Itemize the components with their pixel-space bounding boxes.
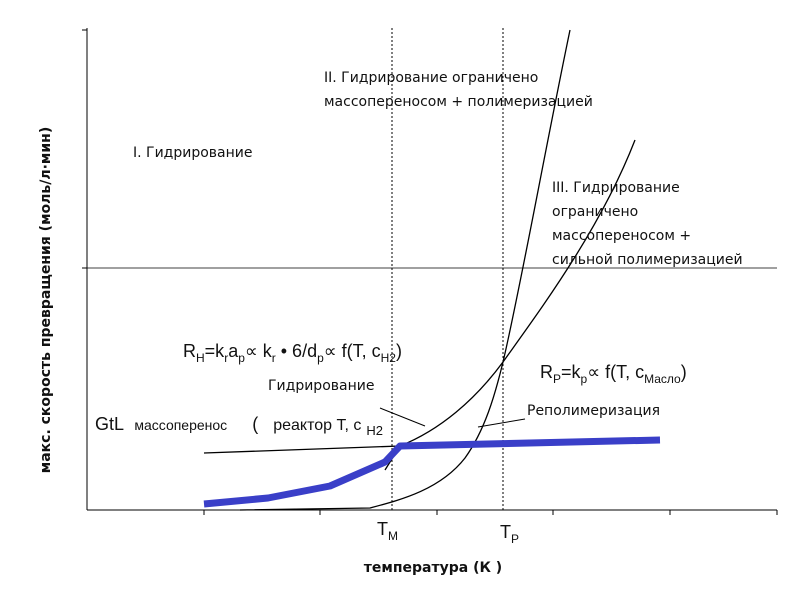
subscript: H [196, 351, 205, 365]
text: T [500, 522, 511, 542]
subscript: p [317, 351, 324, 365]
subscript: P [511, 532, 519, 546]
subscript: P [553, 372, 561, 386]
poly-curve [239, 29, 571, 511]
region-label: III. Гидрирование [552, 180, 680, 196]
text: R [183, 341, 196, 361]
subscript: H2 [381, 351, 397, 365]
region-label: II. Гидрирование ограничено [324, 70, 538, 86]
text: a [228, 341, 239, 361]
tick-tp: TP [500, 522, 519, 546]
text: =k [205, 341, 226, 361]
text: ∝ f(T, c [587, 362, 644, 382]
tick-tm: TM [377, 519, 398, 543]
region-label: массопереносом + полимеризацией [324, 94, 593, 110]
pointer [379, 407, 426, 427]
pointer [477, 418, 526, 428]
subscript: r [272, 351, 276, 365]
text: =k [561, 362, 582, 382]
text: ( [252, 414, 258, 434]
total-rate [203, 436, 661, 508]
text: массоперенос [134, 417, 227, 433]
text: ) [681, 362, 687, 382]
subscript: r [224, 351, 228, 365]
subscript: p [581, 372, 588, 386]
x-axis-label: температура (К ) [364, 560, 502, 576]
subscript: p [238, 351, 245, 365]
text: • 6/d [276, 341, 317, 361]
region-label: I. Гидрирование [133, 145, 252, 161]
axes [82, 28, 778, 515]
gtl-line [203, 445, 401, 454]
text: ) [396, 341, 402, 361]
text: ∝ k [245, 341, 273, 361]
text: реактор T, c [273, 417, 361, 434]
text: GtL [95, 414, 124, 434]
subscript: Масло [644, 372, 681, 386]
curve-label: Реполимеризация [527, 403, 660, 419]
text: T [377, 519, 388, 539]
formula-p: RP=kp∝ f(T, cМасло) [540, 362, 687, 386]
region-label: массопереносом + [552, 228, 691, 244]
text: ∝ f(T, c [324, 341, 381, 361]
ticks [82, 29, 778, 515]
region-label: ограничено [552, 204, 638, 220]
region-label: сильной полимеризацией [552, 252, 743, 268]
curve-label: Гидрирование [268, 378, 374, 394]
formula-h: RH=krap∝ kr • 6/dp∝ f(T, cH2) [183, 341, 402, 365]
subscript: M [388, 529, 398, 543]
hydro-curve [384, 139, 636, 471]
text: H2 [366, 423, 383, 438]
y-axis-label: макс. скорость превращения (моль/л·мин) [38, 127, 54, 474]
gtl-label: GtL массоперенос ( реактор T, c H2 [95, 414, 383, 438]
text: R [540, 362, 553, 382]
